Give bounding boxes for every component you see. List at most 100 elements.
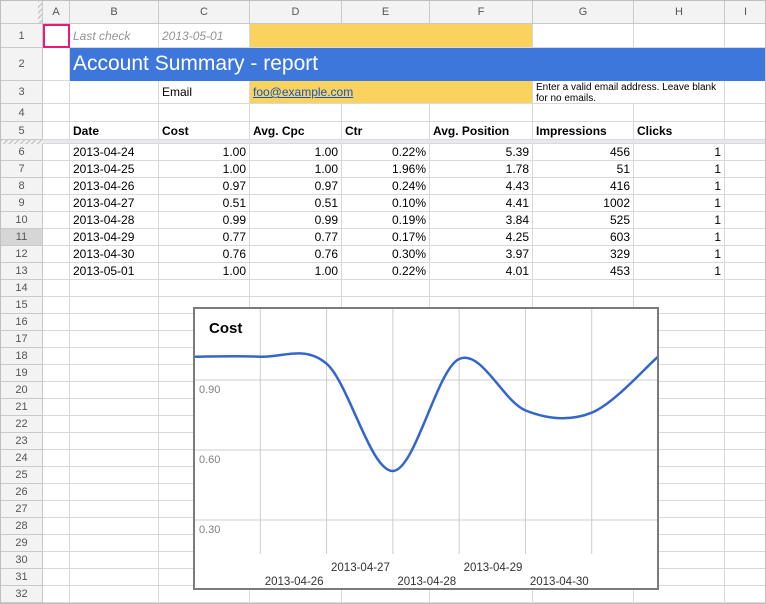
row-header-12[interactable]: 12 bbox=[1, 246, 43, 263]
table-cell-r12c5[interactable]: 329 bbox=[533, 246, 634, 263]
row-header-13[interactable]: 13 bbox=[1, 263, 43, 280]
cell-I23[interactable] bbox=[725, 433, 765, 450]
cell-A2[interactable] bbox=[43, 48, 70, 81]
row-header-21[interactable]: 21 bbox=[1, 399, 43, 416]
table-cell-r9c3[interactable]: 0.10% bbox=[342, 195, 430, 212]
table-cell-r6c1[interactable]: 1.00 bbox=[159, 144, 250, 161]
column-header-C[interactable]: C bbox=[159, 1, 250, 24]
cell-I19[interactable] bbox=[725, 365, 765, 382]
cell-I16[interactable] bbox=[725, 314, 765, 331]
row-header-3[interactable]: 3 bbox=[1, 81, 43, 104]
cell-r14c0[interactable] bbox=[70, 280, 159, 297]
table-cell-r9c5[interactable]: 1002 bbox=[533, 195, 634, 212]
table-cell-r7c4[interactable]: 1.78 bbox=[430, 161, 533, 178]
table-cell-r11c4[interactable]: 4.25 bbox=[430, 229, 533, 246]
cell-H4[interactable] bbox=[634, 104, 725, 122]
cell-r14c2[interactable] bbox=[250, 280, 342, 297]
column-header-F[interactable]: F bbox=[430, 1, 533, 24]
cell-A28[interactable] bbox=[43, 518, 70, 535]
table-cell-r8c2[interactable]: 0.97 bbox=[250, 178, 342, 195]
table-header-cost[interactable]: Cost bbox=[159, 122, 250, 140]
cell-H1[interactable] bbox=[634, 24, 725, 48]
cell-r32c5[interactable] bbox=[533, 586, 634, 603]
cell-r14c6[interactable] bbox=[634, 280, 725, 297]
cell-A17[interactable] bbox=[43, 331, 70, 348]
cell-A9[interactable] bbox=[43, 195, 70, 212]
table-cell-r12c4[interactable]: 3.97 bbox=[430, 246, 533, 263]
table-cell-r11c2[interactable]: 0.77 bbox=[250, 229, 342, 246]
row-header-19[interactable]: 19 bbox=[1, 365, 43, 382]
cell-r28c6[interactable] bbox=[634, 518, 725, 535]
email-input-range[interactable]: foo@example.com bbox=[250, 81, 533, 104]
table-cell-r11c3[interactable]: 0.17% bbox=[342, 229, 430, 246]
cell-r20c0[interactable] bbox=[70, 382, 159, 399]
row-header-9[interactable]: 9 bbox=[1, 195, 43, 212]
cell-A22[interactable] bbox=[43, 416, 70, 433]
cell-A30[interactable] bbox=[43, 552, 70, 569]
table-cell-r12c3[interactable]: 0.30% bbox=[342, 246, 430, 263]
cell-I9[interactable] bbox=[725, 195, 765, 212]
row-header-29[interactable]: 29 bbox=[1, 535, 43, 552]
frozen-column-handle[interactable] bbox=[38, 1, 42, 23]
row-header-20[interactable]: 20 bbox=[1, 382, 43, 399]
cell-r16c6[interactable] bbox=[634, 314, 725, 331]
row-header-5[interactable]: 5 bbox=[1, 122, 43, 140]
table-cell-r6c5[interactable]: 456 bbox=[533, 144, 634, 161]
table-cell-r10c0[interactable]: 2013-04-28 bbox=[70, 212, 159, 229]
cell-I1[interactable] bbox=[725, 24, 765, 48]
cell-I20[interactable] bbox=[725, 382, 765, 399]
cell-r18c6[interactable] bbox=[634, 348, 725, 365]
cell-I7[interactable] bbox=[725, 161, 765, 178]
row-header-27[interactable]: 27 bbox=[1, 501, 43, 518]
cell-C4[interactable] bbox=[159, 104, 250, 122]
table-cell-r13c5[interactable]: 453 bbox=[533, 263, 634, 280]
table-cell-r6c2[interactable]: 1.00 bbox=[250, 144, 342, 161]
row-header-7[interactable]: 7 bbox=[1, 161, 43, 178]
cell-r14c5[interactable] bbox=[533, 280, 634, 297]
table-cell-r9c0[interactable]: 2013-04-27 bbox=[70, 195, 159, 212]
cell-I4[interactable] bbox=[725, 104, 765, 122]
table-header-avg-position[interactable]: Avg. Position bbox=[430, 122, 533, 140]
table-cell-r12c1[interactable]: 0.76 bbox=[159, 246, 250, 263]
cell-A13[interactable] bbox=[43, 263, 70, 280]
row-header-23[interactable]: 23 bbox=[1, 433, 43, 450]
row-header-25[interactable]: 25 bbox=[1, 467, 43, 484]
cell-r22c0[interactable] bbox=[70, 416, 159, 433]
frozen-row-handle[interactable] bbox=[1, 140, 43, 144]
row-header-26[interactable]: 26 bbox=[1, 484, 43, 501]
row-header-28[interactable]: 28 bbox=[1, 518, 43, 535]
cell-r20c6[interactable] bbox=[634, 382, 725, 399]
cell-r19c0[interactable] bbox=[70, 365, 159, 382]
cell-r14c3[interactable] bbox=[342, 280, 430, 297]
row-header-17[interactable]: 17 bbox=[1, 331, 43, 348]
cell-A32[interactable] bbox=[43, 586, 70, 603]
cell-r29c0[interactable] bbox=[70, 535, 159, 552]
cell-A25[interactable] bbox=[43, 467, 70, 484]
table-header-date[interactable]: Date bbox=[70, 122, 159, 140]
row-header-2[interactable]: 2 bbox=[1, 48, 43, 81]
cell-A6[interactable] bbox=[43, 144, 70, 161]
cell-F4[interactable] bbox=[430, 104, 533, 122]
cell-I17[interactable] bbox=[725, 331, 765, 348]
cell-r18c0[interactable] bbox=[70, 348, 159, 365]
cell-I15[interactable] bbox=[725, 297, 765, 314]
cell-r25c6[interactable] bbox=[634, 467, 725, 484]
table-cell-r7c6[interactable]: 1 bbox=[634, 161, 725, 178]
table-cell-r13c0[interactable]: 2013-05-01 bbox=[70, 263, 159, 280]
cell-I12[interactable] bbox=[725, 246, 765, 263]
cell-r16c0[interactable] bbox=[70, 314, 159, 331]
column-header-A[interactable]: A bbox=[43, 1, 70, 24]
table-cell-r10c4[interactable]: 3.84 bbox=[430, 212, 533, 229]
cell-r22c6[interactable] bbox=[634, 416, 725, 433]
cell-last-check-value[interactable]: 2013-05-01 bbox=[159, 24, 250, 48]
row-header-6[interactable]: 6 bbox=[1, 144, 43, 161]
cell-B3[interactable] bbox=[70, 81, 159, 104]
row-header-10[interactable]: 10 bbox=[1, 212, 43, 229]
table-cell-r11c5[interactable]: 603 bbox=[533, 229, 634, 246]
cell-r15c6[interactable] bbox=[634, 297, 725, 314]
cell-r32c1[interactable] bbox=[159, 586, 250, 603]
cell-D4[interactable] bbox=[250, 104, 342, 122]
table-cell-r11c6[interactable]: 1 bbox=[634, 229, 725, 246]
cell-last-check-label[interactable]: Last check bbox=[70, 24, 159, 48]
table-cell-r8c5[interactable]: 416 bbox=[533, 178, 634, 195]
